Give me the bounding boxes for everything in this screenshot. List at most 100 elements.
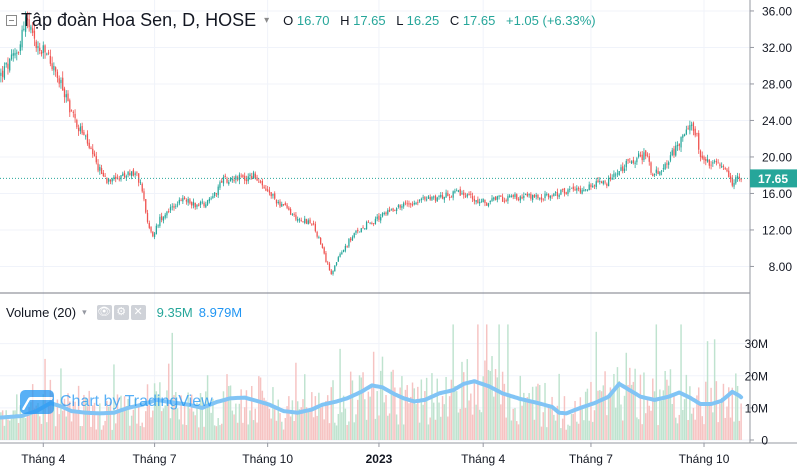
candle-body <box>63 88 66 98</box>
candle-body <box>270 192 272 197</box>
volume-bar <box>650 410 652 440</box>
close-icon[interactable]: ✕ <box>130 305 146 320</box>
time-tick-label: Tháng 7 <box>569 452 613 466</box>
candle-body <box>85 135 87 137</box>
candle-body <box>309 219 311 224</box>
candle-body <box>162 217 165 221</box>
volume-bar <box>289 416 292 440</box>
volume-bar <box>584 391 587 440</box>
candle-body <box>26 17 29 21</box>
volume-bar <box>599 390 601 440</box>
volume-bar <box>100 429 103 440</box>
candle-body <box>482 198 484 203</box>
candle-body <box>342 249 345 253</box>
candle-body <box>655 169 657 173</box>
volume-bars <box>0 324 742 440</box>
candle-body <box>385 212 387 215</box>
candle-body <box>127 171 129 175</box>
candle-body <box>443 196 445 200</box>
candle-body <box>408 203 410 205</box>
candle-body <box>217 186 219 196</box>
candle-body <box>191 202 193 206</box>
volume-bar <box>233 414 235 440</box>
candle-body <box>583 189 585 192</box>
volume-bar <box>600 391 603 440</box>
volume-bar <box>213 425 216 440</box>
candle-body <box>505 200 507 201</box>
tradingview-watermark[interactable]: Chart by TradingView <box>20 390 213 414</box>
candle-body <box>694 128 696 136</box>
candle-body <box>219 182 221 188</box>
candle-body <box>111 178 113 182</box>
gear-icon[interactable]: ⚙ <box>113 305 129 320</box>
volume-bar <box>731 387 734 440</box>
candle-body <box>692 122 695 131</box>
candle-body <box>415 202 417 205</box>
candle-body <box>35 41 37 49</box>
volume-bar <box>56 399 59 440</box>
volume-bar <box>357 399 359 440</box>
candle-body <box>365 222 368 230</box>
collapse-legend-icon[interactable] <box>6 15 17 26</box>
candle-body <box>569 189 571 191</box>
volume-bar <box>676 423 679 440</box>
candle-body <box>703 156 705 161</box>
volume-bar <box>629 367 631 440</box>
candle-body <box>311 224 313 225</box>
volume-bar <box>652 378 654 440</box>
volume-bar <box>220 423 223 440</box>
volume-bar <box>288 396 290 440</box>
volume-bar <box>141 422 143 440</box>
volume-bar <box>61 410 64 440</box>
volume-bar <box>530 400 532 440</box>
volume-bar <box>517 424 520 440</box>
candle-body <box>413 203 415 205</box>
candle-body <box>540 197 543 200</box>
volume-bar <box>452 324 454 440</box>
eye-icon[interactable]: 👁 <box>96 305 112 320</box>
volume-title[interactable]: Volume (20) <box>6 305 77 320</box>
candle-body <box>503 200 506 202</box>
candle-body <box>369 222 371 224</box>
last-price-label: 17.65 <box>758 172 788 186</box>
volume-bar <box>503 383 506 440</box>
candle-body <box>404 202 407 204</box>
volume-bar <box>224 397 226 440</box>
candle-body <box>33 30 36 39</box>
candle-body <box>512 195 514 197</box>
candle-body <box>214 192 216 196</box>
volume-bar <box>623 395 626 440</box>
volume-bar <box>417 386 419 440</box>
volume-bar <box>129 425 131 440</box>
volume-bar <box>67 393 69 440</box>
time-tick-label: Tháng 4 <box>461 452 505 466</box>
candle-body <box>229 177 232 182</box>
volume-bar <box>281 421 283 440</box>
candle-body <box>715 161 718 163</box>
candle-body <box>364 228 366 229</box>
candle-body <box>175 205 177 207</box>
candle-body <box>32 28 34 33</box>
candle-body <box>664 163 666 170</box>
volume-chevron-down-icon[interactable]: ▾ <box>82 307 87 317</box>
price-tick-label: 16.00 <box>762 187 792 201</box>
candle-body <box>362 227 364 229</box>
volume-bar <box>579 397 582 440</box>
volume-bar <box>189 408 191 440</box>
candle-body <box>542 198 544 200</box>
volume-bar <box>47 405 50 440</box>
volume-bar <box>694 419 696 440</box>
candle-body <box>192 201 195 206</box>
volume-bar <box>436 378 438 440</box>
candle-body <box>500 195 502 197</box>
candle-body <box>62 77 64 91</box>
volume-bar <box>19 405 22 440</box>
chevron-down-icon[interactable]: ▾ <box>264 15 270 26</box>
candle-body <box>581 189 583 194</box>
symbol-title[interactable]: Tập đoàn Hoa Sen, D, HOSE <box>21 10 257 30</box>
volume-bar <box>434 419 437 440</box>
candle-body <box>590 184 592 187</box>
candle-body <box>463 192 465 196</box>
candle-body <box>53 65 55 71</box>
